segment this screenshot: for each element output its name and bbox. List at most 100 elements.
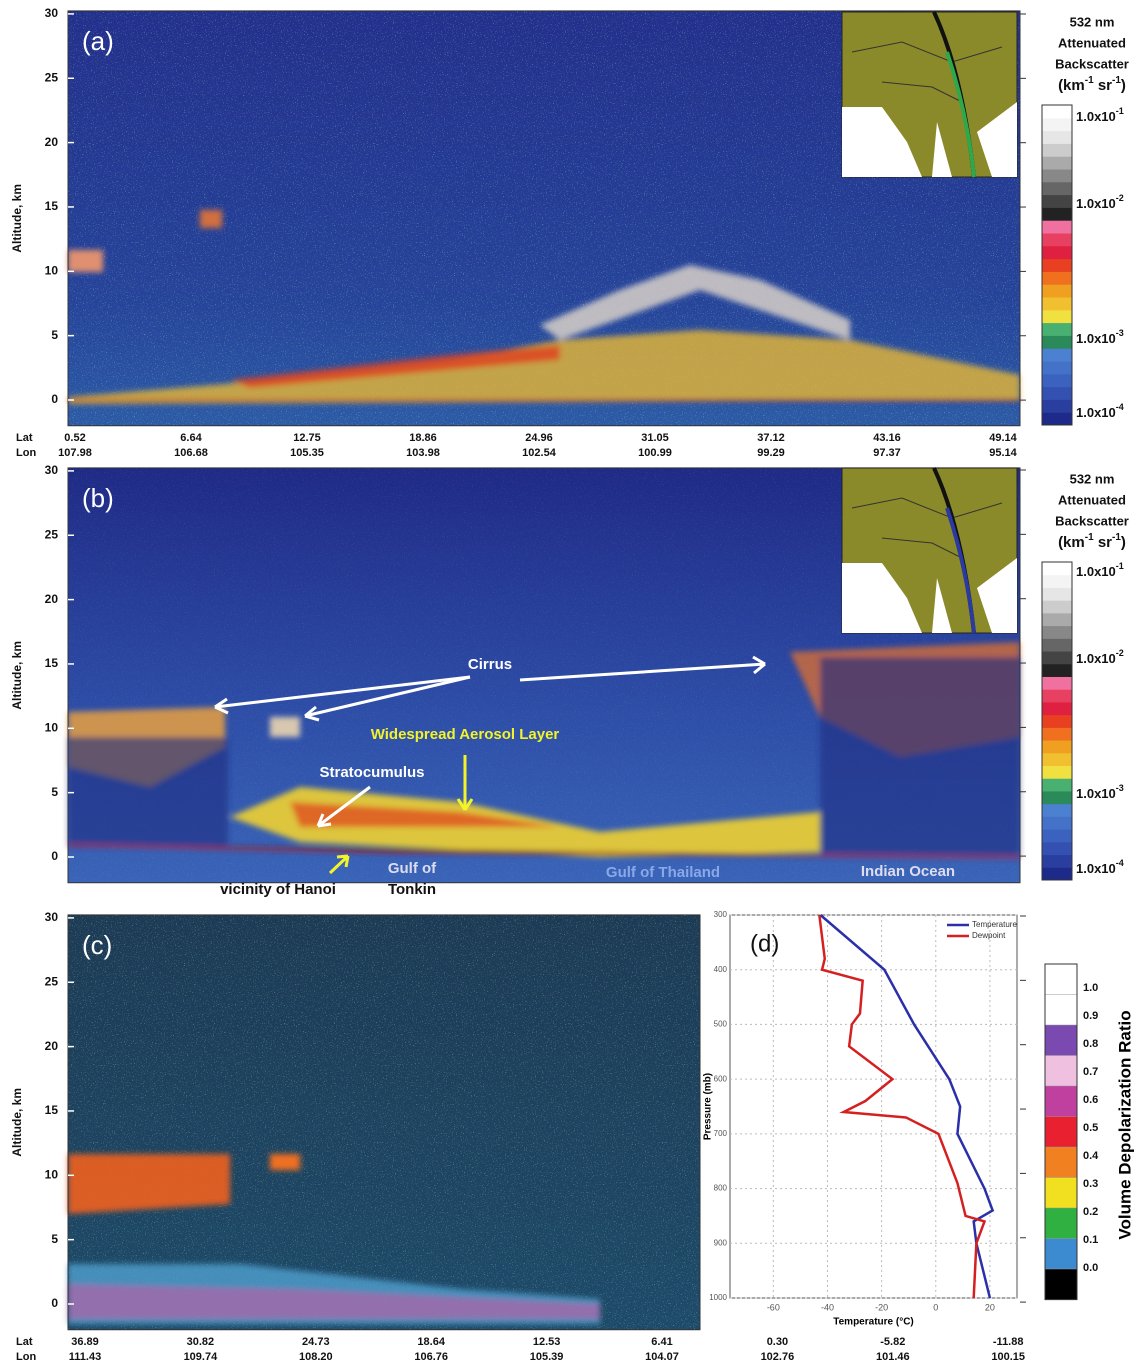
colorbar-swatch [1042,309,1072,324]
curtain-features [68,210,1020,404]
colorbar-swatch [1042,130,1072,144]
altitude-tick-label: 10 [45,720,59,734]
colorbar-swatch [1042,335,1072,349]
aerosol-core [290,802,560,827]
colorbar-swatch [1044,1085,1078,1118]
colorbar-swatch [1042,816,1072,830]
x-tick-label: 0 [933,1302,938,1312]
tick-exponent: -1 [1116,106,1124,116]
lat-tick-label: 30.82 [187,1336,215,1348]
x-tick-label: 20 [985,1302,995,1312]
colorbar-tick-label: 1.0x10-4 [1076,402,1124,420]
colorbar-tick-label: 0.4 [1083,1150,1099,1162]
lon-tick-label: 100.15 [991,1351,1025,1363]
legend-label: Dewpoint [972,931,1006,940]
colorbar-tick-label: 1.0x10-1 [1076,106,1124,124]
colorbar-swatch [1042,587,1072,601]
altitude-tick-label: 0 [51,1296,58,1310]
colorbar-swatch [1042,207,1072,221]
colorbar-frame [1044,963,1078,1300]
lon-tick-label: 109.74 [184,1351,219,1363]
lon-tick-label: 100.99 [638,447,672,459]
colorbar-title: 532 nm [1070,14,1115,29]
colorbar-frame [1041,561,1073,881]
lat-tick-label: 37.12 [757,432,785,444]
plot-frame [67,467,1021,884]
lat-tick-label: -5.82 [880,1336,905,1348]
tick-exponent: -2 [1116,648,1124,658]
profile-chart: -60 -40 -20 0 20 300 400 500 600 700 800 900 1000 (d)… [703,910,1018,1328]
altitude-tick-label: 25 [45,527,59,541]
annotation: Gulf of Thailand [606,864,720,881]
colorbar-frame [1041,104,1073,426]
colorbar-swatch [1042,752,1072,767]
altitude-tick-label: 25 [45,974,59,988]
annotation: Cirrus [468,656,512,673]
colorbar-swatch [1044,1116,1078,1148]
colorbar-swatch [1042,386,1072,400]
colorbar-swatch [1042,689,1072,703]
annotation: Widespread Aerosol Layer [371,726,560,743]
colorbar-tick-label: 0.5 [1083,1122,1098,1134]
colorbar-swatch [1044,1207,1078,1240]
inset-map [841,467,1018,634]
colorbar-tick-label: 0.6 [1083,1094,1098,1106]
colorbar-swatch [1042,271,1072,285]
colorbar-swatch [1044,1238,1078,1270]
curtain-speckle [68,914,700,1330]
y-tick-label: 300 [714,910,728,919]
chart-title: (d) [750,930,779,957]
colorbar-tick-label: 1.0x10-2 [1076,193,1124,211]
y-axis-label: Altitude, km [10,184,24,253]
altitude-tick-label: 30 [45,910,59,924]
altitude-tick-label: 10 [45,263,59,277]
colorbar-tick-label: 1.0x10-3 [1076,783,1124,801]
tick-base: 1.0x10 [1076,109,1116,124]
colorbar-swatch [1042,829,1072,843]
colorbar-title: Volume Depolarization Ratio [1115,1010,1134,1239]
cloud-patch [200,210,222,228]
colorbar-tick-label: 0.9 [1083,1010,1098,1022]
lon-tick-label: 108.20 [299,1351,333,1363]
unit-text: sr [1094,534,1113,551]
colorbar-title: Attenuated [1058,35,1126,50]
y-tick-label: 500 [714,1020,728,1029]
altitude-tick-label: 15 [45,1103,59,1117]
cloud-top [540,265,850,340]
tick-exponent: -1 [1116,561,1124,571]
unit-exponent: -1 [1112,75,1121,86]
altitude-tick-label: 25 [45,70,59,84]
unit-text: ) [1121,77,1126,94]
annotation: Stratocumulus [319,764,424,781]
colorbar-swatch [1044,1146,1078,1179]
colorbar-tick-label: 0.1 [1083,1234,1098,1246]
colorbar-tick-label: 1.0x10-4 [1076,858,1124,876]
annotation: Tonkin [388,881,436,898]
colorbar-swatch [1042,297,1072,311]
colorbar-swatch [1044,1024,1078,1057]
altitude-tick-label: 15 [45,656,59,670]
lat-tick-label: 6.64 [180,432,202,444]
plot-area [729,914,1018,1299]
tick-base: 1.0x10 [1076,564,1116,579]
aerosol-core [230,345,560,388]
colorbar-swatch [1044,963,1078,996]
profile-line [818,914,987,1299]
y-tick-label: 1000 [709,1293,727,1302]
colorbar-tick-label: 1.0x10-3 [1076,328,1124,346]
altitude-tick-label: 5 [51,785,58,799]
lat-tick-label: 24.73 [302,1336,330,1348]
colorbar-swatch [1042,612,1072,627]
tick-base: 1.0x10 [1076,331,1116,346]
unit-text: ) [1121,534,1126,551]
colorbar-swatch [1042,790,1072,805]
colorbar-swatch [1042,245,1072,260]
altitude-tick-label: 20 [45,1039,59,1053]
colorbar-swatch [1042,676,1072,690]
satellite-track-segment [945,51,976,178]
colorbar-swatch [1042,258,1072,272]
colorbar-swatch [1042,117,1072,132]
altitude-tick-label: 5 [51,1232,58,1246]
inset-map [841,11,1018,178]
